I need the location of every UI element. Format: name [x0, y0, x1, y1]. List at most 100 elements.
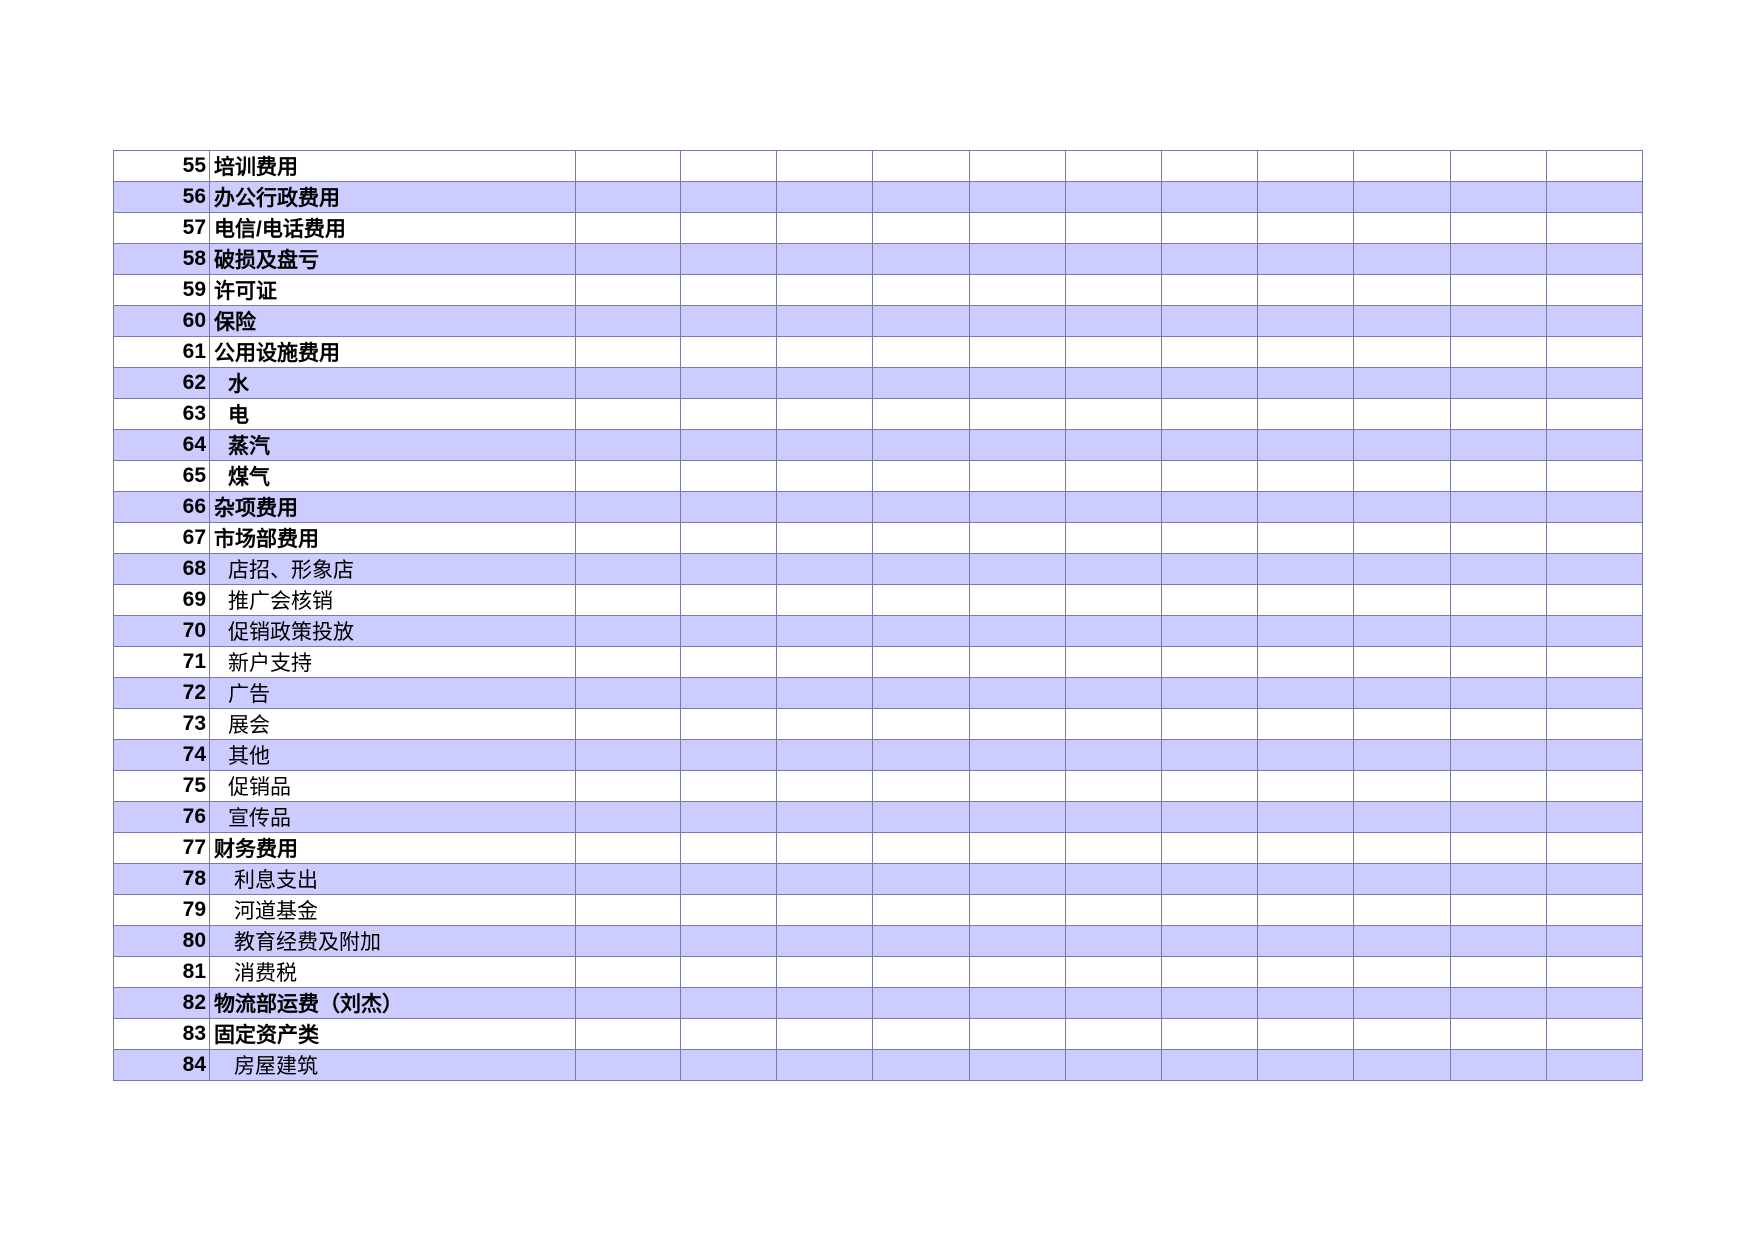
cell [575, 801, 681, 833]
row-number: 83 [113, 1018, 210, 1050]
cell [776, 429, 873, 461]
cell [1161, 305, 1258, 337]
cell [776, 1049, 873, 1081]
cell [1257, 956, 1354, 988]
cell [1257, 739, 1354, 771]
cell [872, 832, 970, 864]
cell [1546, 491, 1643, 523]
cell [969, 739, 1066, 771]
cell [1546, 801, 1643, 833]
row-label: 煤气 [209, 460, 576, 492]
cell [776, 708, 873, 740]
cell [776, 367, 873, 399]
cell [575, 646, 681, 678]
row-number: 72 [113, 677, 210, 709]
cell [1546, 274, 1643, 306]
cell [1065, 1018, 1162, 1050]
cell [1257, 181, 1354, 213]
cell [1257, 243, 1354, 275]
row-label: 蒸汽 [209, 429, 576, 461]
cell [872, 150, 970, 182]
cell [575, 770, 681, 802]
cell [872, 212, 970, 244]
cell [1353, 367, 1451, 399]
row: 68 店招、形象店 [113, 553, 1643, 585]
row-number: 70 [113, 615, 210, 647]
cell [1257, 212, 1354, 244]
cell [776, 398, 873, 430]
cell [1065, 739, 1162, 771]
cell [1257, 491, 1354, 523]
cell [872, 584, 970, 616]
cell [969, 274, 1066, 306]
cell [872, 429, 970, 461]
cell [575, 398, 681, 430]
cell [776, 553, 873, 585]
row-label: 店招、形象店 [209, 553, 576, 585]
cell [1353, 832, 1451, 864]
cell [969, 863, 1066, 895]
row-number: 67 [113, 522, 210, 554]
cell [1257, 646, 1354, 678]
row-number: 81 [113, 956, 210, 988]
cell [1161, 274, 1258, 306]
cell [1257, 367, 1354, 399]
cell [680, 305, 777, 337]
cell [969, 150, 1066, 182]
cell [1257, 274, 1354, 306]
cell [776, 615, 873, 647]
cell [872, 398, 970, 430]
cell [969, 584, 1066, 616]
cell [1065, 801, 1162, 833]
cell [969, 1018, 1066, 1050]
cell [680, 863, 777, 895]
cell [776, 925, 873, 957]
row-number: 71 [113, 646, 210, 678]
row-label: 宣传品 [209, 801, 576, 833]
cell [776, 181, 873, 213]
cell [1353, 894, 1451, 926]
row: 61 公用设施费用 [113, 336, 1643, 368]
cell [776, 646, 873, 678]
cell [1161, 584, 1258, 616]
cell [1353, 429, 1451, 461]
cell [680, 1049, 777, 1081]
row-label: 广告 [209, 677, 576, 709]
cell [1450, 274, 1547, 306]
cell [575, 894, 681, 926]
cell [1065, 863, 1162, 895]
cell [1353, 739, 1451, 771]
row-label: 财务费用 [209, 832, 576, 864]
cell [776, 491, 873, 523]
cell [1065, 832, 1162, 864]
row: 55 培训费用 [113, 150, 1643, 182]
row-label: 保险 [209, 305, 576, 337]
cell [1546, 863, 1643, 895]
cell [680, 646, 777, 678]
cell [1353, 863, 1451, 895]
cell [1257, 677, 1354, 709]
cell [872, 274, 970, 306]
cell [575, 336, 681, 368]
cell [1353, 925, 1451, 957]
cell [872, 770, 970, 802]
cell [776, 770, 873, 802]
cell [680, 894, 777, 926]
cell [575, 863, 681, 895]
row-number: 84 [113, 1049, 210, 1081]
row: 72 广告 [113, 677, 1643, 709]
cell [1065, 150, 1162, 182]
cell [969, 801, 1066, 833]
cell [776, 336, 873, 368]
cell [969, 646, 1066, 678]
row: 66 杂项费用 [113, 491, 1643, 523]
row: 57 电信/电话费用 [113, 212, 1643, 244]
row-label: 利息支出 [209, 863, 576, 895]
cell [575, 553, 681, 585]
cell [575, 1018, 681, 1050]
row-number: 58 [113, 243, 210, 275]
cell [1257, 584, 1354, 616]
row-label: 促销政策投放 [209, 615, 576, 647]
cell [776, 150, 873, 182]
cell [1161, 863, 1258, 895]
